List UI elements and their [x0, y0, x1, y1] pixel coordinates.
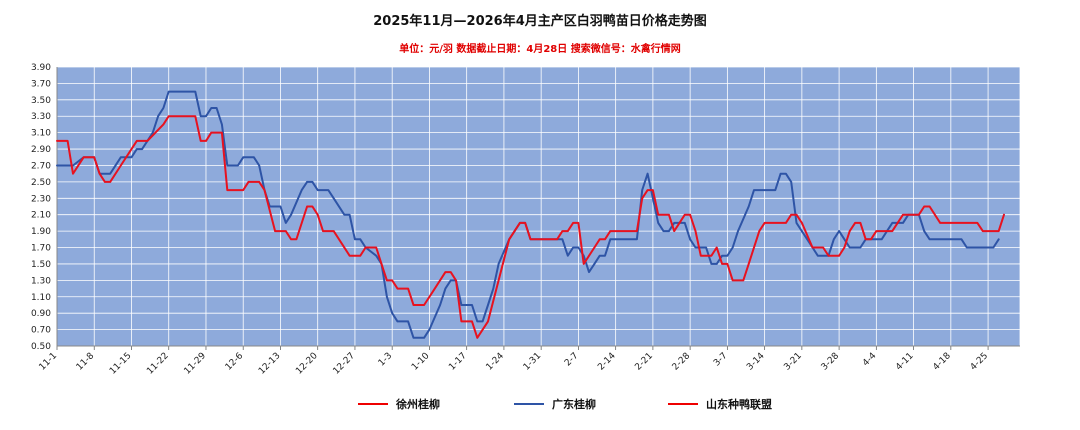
- series-line-1: [56, 90, 1000, 339]
- legend-label-xuzhou: 徐州桂柳: [396, 398, 440, 411]
- y-tick-label: 3.90: [31, 63, 51, 73]
- plot-area: [57, 67, 1020, 346]
- x-tick-label: 2-7: [563, 351, 580, 368]
- x-tick-label: 1-3: [377, 351, 394, 368]
- y-tick-label: 3.30: [31, 112, 51, 122]
- x-tick-label: 4-11: [894, 351, 916, 373]
- legend-item-xuzhou: 徐州桂柳: [358, 396, 440, 412]
- y-tick-label: 0.70: [31, 326, 51, 336]
- legend-swatch-guangdong: [514, 403, 544, 405]
- x-tick-label: 12-27: [331, 351, 357, 377]
- x-tick-label: 1-17: [447, 351, 469, 373]
- chart-legend: 徐州桂柳 广东桂柳 山东种鸭联盟: [0, 396, 1080, 416]
- chart-title: 2025年11月—2026年4月主产区白羽鸭苗日价格走势图: [373, 14, 707, 29]
- y-tick-label: 1.70: [31, 244, 51, 254]
- y-tick-label: 2.50: [31, 178, 51, 188]
- y-tick-label: 0.50: [31, 342, 51, 352]
- x-tick-label: 3-7: [712, 351, 729, 368]
- x-tick-label: 2-21: [633, 351, 655, 373]
- x-tick-label: 11-29: [183, 351, 209, 377]
- x-tick-label: 11-15: [108, 351, 134, 377]
- y-tick-label: 1.50: [31, 260, 51, 270]
- x-tick-label: 12-20: [294, 351, 320, 377]
- legend-label-guangdong: 广东桂柳: [552, 398, 596, 411]
- y-tick-label: 2.70: [31, 161, 51, 171]
- y-tick-label: 1.10: [31, 293, 51, 303]
- legend-swatch-shandong: [668, 403, 698, 405]
- x-tick-label: 4-4: [861, 351, 879, 369]
- y-tick-label: 3.70: [31, 79, 51, 89]
- x-tick-label: 2-28: [671, 351, 693, 373]
- legend-item-shandong: 山东种鸭联盟: [668, 396, 772, 412]
- y-tick-label: 2.90: [31, 145, 51, 155]
- chart-subtitle: 单位：元/羽 数据截止日期：4月28日 搜索微信号：水禽行情网: [399, 44, 681, 55]
- y-tick-label: 3.50: [31, 96, 51, 106]
- x-tick-label: 3-21: [782, 351, 804, 373]
- y-tick-label: 2.10: [31, 211, 51, 221]
- x-tick-label: 1-24: [485, 351, 507, 373]
- x-tick-label: 11-1: [38, 351, 60, 373]
- x-tick-label: 4-25: [969, 351, 991, 373]
- x-tick-label: 1-10: [410, 351, 432, 373]
- x-tick-label: 11-8: [75, 351, 97, 373]
- x-tick-label: 3-14: [745, 351, 767, 373]
- x-tick-label: 4-18: [931, 351, 953, 373]
- y-tick-label: 1.30: [31, 276, 51, 286]
- legend-swatch-xuzhou: [358, 403, 388, 405]
- x-tick-label: 3-28: [820, 351, 842, 373]
- x-tick-label: 2-14: [596, 351, 618, 373]
- y-tick-label: 1.90: [31, 227, 51, 237]
- x-tick-label: 11-22: [145, 351, 171, 377]
- y-tick-label: 2.30: [31, 194, 51, 204]
- x-tick-label: 1-31: [522, 351, 544, 373]
- legend-label-shandong: 山东种鸭联盟: [706, 398, 772, 411]
- x-tick-label: 12-6: [224, 351, 246, 373]
- y-tick-label: 0.90: [31, 309, 51, 319]
- x-tick-label: 12-13: [257, 351, 283, 377]
- legend-item-guangdong: 广东桂柳: [514, 396, 596, 412]
- series-line-0: [56, 115, 1005, 339]
- y-tick-label: 3.10: [31, 129, 51, 139]
